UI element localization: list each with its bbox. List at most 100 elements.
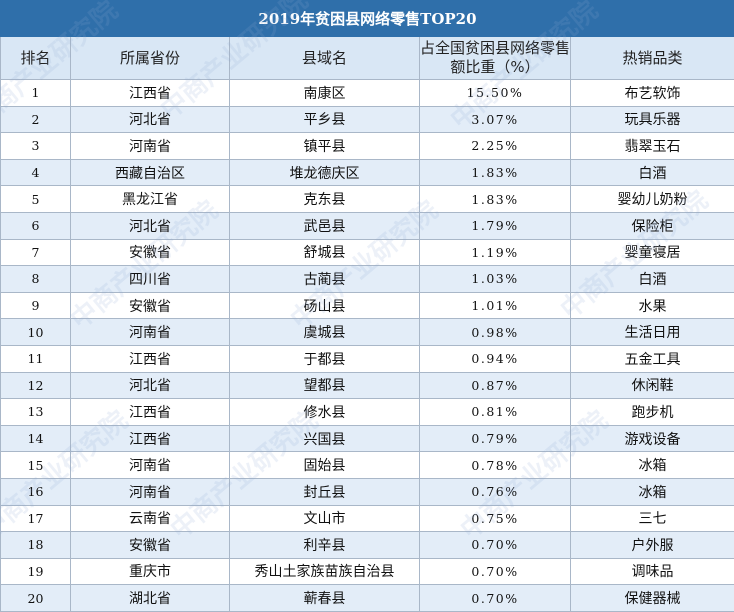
cell-province: 江西省 [71, 80, 230, 107]
cell-province: 湖北省 [71, 585, 230, 612]
cell-province: 江西省 [71, 399, 230, 426]
cell-share: 2.25% [420, 133, 571, 160]
cell-rank: 20 [1, 585, 71, 612]
cell-category: 保险柜 [571, 212, 734, 239]
cell-county: 砀山县 [230, 292, 420, 319]
cell-county: 秀山土家族苗族自治县 [230, 558, 420, 585]
header-share: 占全国贫困县网络零售额比重（%） [420, 37, 571, 80]
cell-category: 三七 [571, 505, 734, 532]
cell-share: 0.70% [420, 585, 571, 612]
cell-rank: 15 [1, 452, 71, 479]
cell-category: 水果 [571, 292, 734, 319]
cell-rank: 1 [1, 80, 71, 107]
cell-rank: 9 [1, 292, 71, 319]
header-category: 热销品类 [571, 37, 734, 80]
cell-county: 文山市 [230, 505, 420, 532]
cell-share: 1.19% [420, 239, 571, 266]
cell-share: 1.03% [420, 266, 571, 293]
cell-rank: 4 [1, 159, 71, 186]
cell-county: 堆龙德庆区 [230, 159, 420, 186]
cell-rank: 10 [1, 319, 71, 346]
cell-category: 游戏设备 [571, 425, 734, 452]
cell-category: 冰箱 [571, 478, 734, 505]
cell-province: 河北省 [71, 372, 230, 399]
cell-share: 0.75% [420, 505, 571, 532]
cell-rank: 8 [1, 266, 71, 293]
table-title: 2019年贫困县网络零售TOP20 [1, 1, 734, 37]
cell-province: 重庆市 [71, 558, 230, 585]
cell-province: 河南省 [71, 133, 230, 160]
header-province: 所属省份 [71, 37, 230, 80]
cell-county: 舒城县 [230, 239, 420, 266]
cell-category: 布艺软饰 [571, 80, 734, 107]
cell-province: 河北省 [71, 106, 230, 133]
cell-category: 白酒 [571, 266, 734, 293]
cell-province: 河南省 [71, 478, 230, 505]
cell-category: 跑步机 [571, 399, 734, 426]
cell-county: 固始县 [230, 452, 420, 479]
cell-province: 四川省 [71, 266, 230, 293]
cell-county: 克东县 [230, 186, 420, 213]
cell-category: 玩具乐器 [571, 106, 734, 133]
cell-category: 翡翠玉石 [571, 133, 734, 160]
cell-share: 0.79% [420, 425, 571, 452]
cell-province: 安徽省 [71, 292, 230, 319]
cell-share: 0.81% [420, 399, 571, 426]
cell-rank: 19 [1, 558, 71, 585]
cell-share: 3.07% [420, 106, 571, 133]
cell-category: 冰箱 [571, 452, 734, 479]
cell-category: 五金工具 [571, 345, 734, 372]
cell-share: 1.83% [420, 186, 571, 213]
cell-province: 江西省 [71, 345, 230, 372]
cell-share: 0.70% [420, 532, 571, 559]
cell-category: 生活日用 [571, 319, 734, 346]
cell-share: 1.01% [420, 292, 571, 319]
cell-county: 镇平县 [230, 133, 420, 160]
cell-county: 利辛县 [230, 532, 420, 559]
cell-county: 古蔺县 [230, 266, 420, 293]
cell-share: 1.79% [420, 212, 571, 239]
cell-category: 休闲鞋 [571, 372, 734, 399]
cell-rank: 2 [1, 106, 71, 133]
cell-rank: 6 [1, 212, 71, 239]
cell-county: 于都县 [230, 345, 420, 372]
cell-rank: 12 [1, 372, 71, 399]
cell-rank: 18 [1, 532, 71, 559]
cell-province: 河南省 [71, 319, 230, 346]
cell-province: 江西省 [71, 425, 230, 452]
cell-share: 0.78% [420, 452, 571, 479]
cell-rank: 3 [1, 133, 71, 160]
cell-share: 0.94% [420, 345, 571, 372]
cell-province: 河北省 [71, 212, 230, 239]
cell-rank: 13 [1, 399, 71, 426]
cell-category: 白酒 [571, 159, 734, 186]
cell-province: 安徽省 [71, 239, 230, 266]
cell-county: 蕲春县 [230, 585, 420, 612]
cell-category: 户外服 [571, 532, 734, 559]
cell-share: 0.87% [420, 372, 571, 399]
cell-category: 婴童寝居 [571, 239, 734, 266]
cell-rank: 16 [1, 478, 71, 505]
cell-rank: 7 [1, 239, 71, 266]
cell-category: 婴幼儿奶粉 [571, 186, 734, 213]
cell-category: 调味品 [571, 558, 734, 585]
cell-share: 1.83% [420, 159, 571, 186]
